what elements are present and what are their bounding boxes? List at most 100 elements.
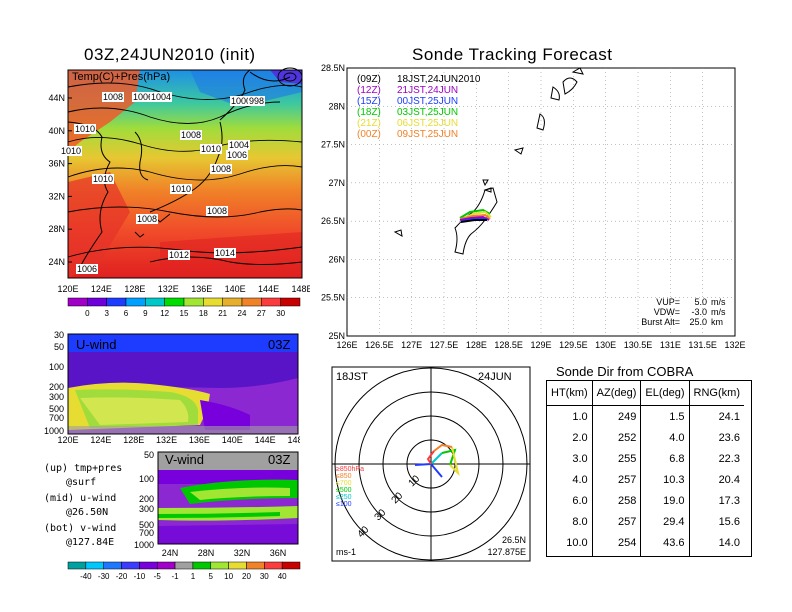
legend-time: 21JST,24JUN bbox=[397, 85, 458, 96]
sonde-tracks bbox=[459, 208, 492, 223]
level-tick-label: 30 bbox=[54, 330, 64, 340]
isobar-labels: 1008 1006 1004 1010 1008 1000 998 1004 1010 1006 1… bbox=[40, 62, 310, 324]
init-title: 03Z,24JUN2010 (init) bbox=[84, 45, 256, 64]
isobar-label: 1004 bbox=[150, 92, 173, 102]
wind-colorbar-swatch bbox=[228, 561, 247, 570]
track-lon-tick: 131.5E bbox=[688, 340, 717, 350]
level-tick-label: 50 bbox=[54, 342, 64, 352]
hodo-time: 18JST bbox=[336, 371, 368, 383]
table-cell: 257 bbox=[591, 511, 641, 532]
isobar-label: 998 bbox=[248, 96, 266, 106]
isobar-label: 1008 bbox=[136, 214, 159, 224]
legend-code: (09Z) bbox=[357, 74, 381, 85]
colorbar-tick: 21 bbox=[218, 309, 227, 318]
lon-tick-label: 120E bbox=[57, 435, 78, 445]
table-cell: 6.0 bbox=[572, 494, 588, 507]
legend-time: 09JST,25JUN bbox=[397, 129, 458, 140]
table-cell: 249 bbox=[591, 405, 641, 427]
colorbar-tick: 3 bbox=[104, 309, 109, 318]
param-value: 25.0 bbox=[689, 317, 707, 327]
param-value: -3.0 bbox=[691, 307, 707, 317]
colorbar-tick: 15 bbox=[180, 309, 189, 318]
wind-colorbar-tick: 30 bbox=[260, 572, 269, 581]
lat-tick-label: 28N bbox=[48, 224, 65, 234]
level-legend-item: ≤250 bbox=[336, 494, 352, 501]
wind-colorbar-swatch bbox=[281, 561, 301, 570]
wind-colorbar-swatch bbox=[139, 561, 158, 570]
legend-code: (00Z) bbox=[357, 129, 381, 140]
u-wind-label: U-wind bbox=[76, 337, 117, 352]
isobar-label: 1008 bbox=[102, 92, 125, 102]
v-wind-label: V-wind bbox=[165, 452, 205, 467]
wind-colorbar-swatch bbox=[156, 561, 176, 570]
wind-colorbar-swatch bbox=[67, 561, 87, 570]
colorbar-tick: 12 bbox=[160, 309, 169, 318]
table-cell: 17.3 bbox=[688, 490, 744, 511]
wind-colorbar-tick: -20 bbox=[116, 572, 128, 581]
param-unit: m/s bbox=[711, 297, 726, 307]
wind-colorbar-tick: 1 bbox=[191, 572, 196, 581]
isobar-label: 1012 bbox=[168, 250, 191, 260]
wind-colorbar-swatch bbox=[246, 561, 265, 570]
track-lon-tick: 132E bbox=[724, 340, 745, 350]
wind-colorbar-tick: 40 bbox=[278, 572, 287, 581]
cobra-header: EL(deg) bbox=[640, 381, 690, 406]
colorbar-tick: 27 bbox=[257, 309, 266, 318]
table-cell: 23.6 bbox=[688, 427, 744, 448]
lon-tick-label: 148E bbox=[287, 435, 300, 445]
table-cell: 4.0 bbox=[640, 427, 690, 448]
table-row: 4.0 257 10.3 20.4 bbox=[547, 469, 744, 490]
wind-colorbar-swatch bbox=[264, 561, 283, 570]
param-name: VDW= bbox=[654, 307, 680, 317]
lon-tick-label: 136E bbox=[191, 284, 212, 294]
table-cell: 10.3 bbox=[640, 469, 690, 490]
table-cell: 237 bbox=[591, 553, 641, 556]
wind-colorbar-tick: -40 bbox=[80, 572, 92, 581]
track-lat-tick: 28N bbox=[328, 101, 345, 111]
track-lon-tick: 128E bbox=[466, 340, 487, 350]
legend-time: 03JST,25JUN bbox=[397, 107, 458, 118]
level-legend-item: ≤500 bbox=[336, 487, 352, 494]
table-cell: 43.6 bbox=[640, 532, 690, 553]
table-row: 6.0 258 19.0 17.3 bbox=[547, 490, 744, 511]
legend-time: 06JST,25JUN bbox=[397, 118, 458, 129]
legend-code: (12Z) bbox=[357, 85, 381, 96]
table-row: 10.0 254 43.6 14.0 bbox=[547, 532, 744, 553]
level-tick-label: 1000 bbox=[44, 426, 64, 436]
track-lat-tick: 27.5N bbox=[321, 140, 345, 150]
table-cell: 1.5 bbox=[640, 405, 690, 427]
lat-tick-label: 24N bbox=[48, 257, 65, 267]
wind-colorbar-tick: -30 bbox=[98, 572, 110, 581]
track-lon-tick: 130.5E bbox=[624, 340, 653, 350]
note-surface: (up) tmp+pres @surf bbox=[44, 463, 123, 488]
table-cell: 20.4 bbox=[688, 469, 744, 490]
cobra-title: Sonde Dir from COBRA bbox=[556, 364, 694, 379]
wind-colorbar-swatch bbox=[210, 561, 229, 570]
track-lon-tick: 129.5E bbox=[559, 340, 588, 350]
colorbar-tick: 30 bbox=[276, 309, 285, 318]
isobar-label: 1010 bbox=[74, 124, 97, 134]
level-tick-label: 300 bbox=[139, 504, 154, 514]
table-cell: 8.0 bbox=[572, 515, 588, 528]
level-legend-item: ≤100 bbox=[336, 501, 352, 508]
colorbar-swatch bbox=[280, 297, 301, 307]
table-cell: 3.0 bbox=[572, 452, 588, 465]
param-name: VUP= bbox=[656, 297, 680, 307]
lon-tick-label: 132E bbox=[156, 435, 177, 445]
table-cell: 2.0 bbox=[572, 431, 588, 444]
track-lon-tick: 131E bbox=[660, 340, 681, 350]
table-row: 8.0 257 29.4 15.6 bbox=[547, 511, 744, 532]
isobar-label: 1014 bbox=[214, 248, 237, 258]
table-cell: 1.0 bbox=[572, 410, 588, 423]
lat-tick-label: 28N bbox=[198, 548, 215, 558]
lon-tick-label: 128E bbox=[123, 435, 144, 445]
wind-trace bbox=[414, 443, 460, 478]
level-tick-label: 700 bbox=[139, 528, 154, 538]
isobar-label: 1006 bbox=[76, 264, 99, 274]
cobra-header: AZ(deg) bbox=[591, 381, 641, 406]
table-cell: 29.4 bbox=[640, 511, 690, 532]
legend-code: (18Z) bbox=[357, 107, 381, 118]
wind-colorbar-tick: -5 bbox=[154, 572, 162, 581]
